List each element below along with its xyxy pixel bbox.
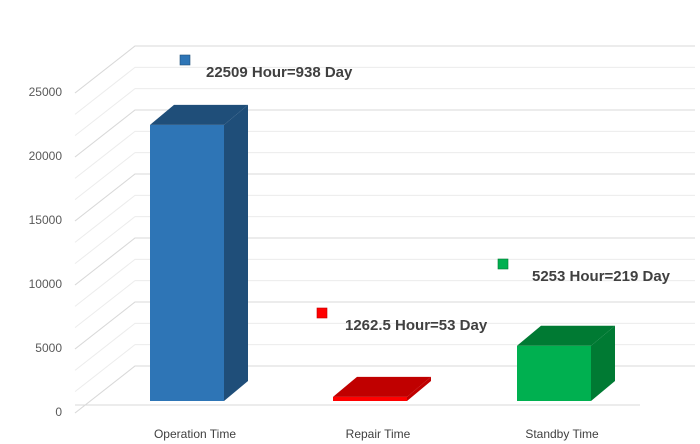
bar-side-face — [591, 325, 615, 401]
data-label-marker — [316, 307, 328, 319]
x-tick-label: Operation Time — [154, 427, 236, 441]
bar-top-face — [150, 104, 248, 125]
bar-front-face — [333, 396, 407, 401]
gridline-minor — [74, 280, 695, 329]
bar-operation-time — [150, 104, 248, 402]
data-label: 1262.5 Hour=53 Day — [345, 317, 488, 334]
y-tick-label: 20000 — [29, 149, 63, 163]
x-tick-label: Repair Time — [346, 427, 411, 441]
y-tick-label: 0 — [55, 405, 62, 419]
gridline-major — [74, 301, 695, 350]
bar-front-face — [150, 124, 224, 401]
x-axis-ticks: Operation Time Repair Time Standby Time — [154, 427, 599, 441]
bar-top-face — [333, 376, 431, 397]
bar-side-face — [407, 376, 431, 401]
bar-repair-time — [333, 376, 431, 401]
gridline-minor — [74, 45, 695, 94]
y-tick-label: 10000 — [29, 277, 63, 291]
data-labels: 22509 Hour=938 Day 1262.5 Hour=53 Day 5253… — [179, 54, 671, 334]
data-label-marker — [179, 54, 191, 66]
gridline-major — [74, 365, 695, 414]
bar-side-face — [224, 104, 248, 402]
gridline-major — [74, 109, 695, 158]
gridline-major — [74, 45, 695, 94]
x-tick-label: Standby Time — [525, 427, 599, 441]
gridline-major — [74, 173, 695, 222]
bars — [150, 104, 615, 402]
gridline-minor — [74, 66, 695, 115]
gridline-minor — [74, 216, 695, 265]
gridline-minor — [74, 258, 695, 307]
gridline-major — [74, 237, 695, 286]
gridline-minor — [74, 322, 695, 371]
data-label: 5253 Hour=219 Day — [532, 268, 671, 285]
gridline-minor — [74, 88, 695, 137]
bar-standby-time — [517, 325, 615, 401]
data-label: 22509 Hour=938 Day — [206, 64, 353, 81]
bar-front-face — [517, 345, 591, 401]
bar-top-face — [517, 325, 615, 346]
y-tick-label: 25000 — [29, 85, 63, 99]
y-axis-ticks: 0 5000 10000 15000 20000 25000 — [29, 85, 63, 419]
y-tick-label: 5000 — [35, 341, 62, 355]
gridline-minor — [74, 152, 695, 201]
gridline-minor — [74, 344, 695, 393]
gridline-minor — [74, 194, 695, 243]
data-label-marker — [497, 258, 509, 270]
gridline-minor — [74, 130, 695, 179]
y-tick-label: 15000 — [29, 213, 63, 227]
gridlines — [74, 45, 695, 414]
